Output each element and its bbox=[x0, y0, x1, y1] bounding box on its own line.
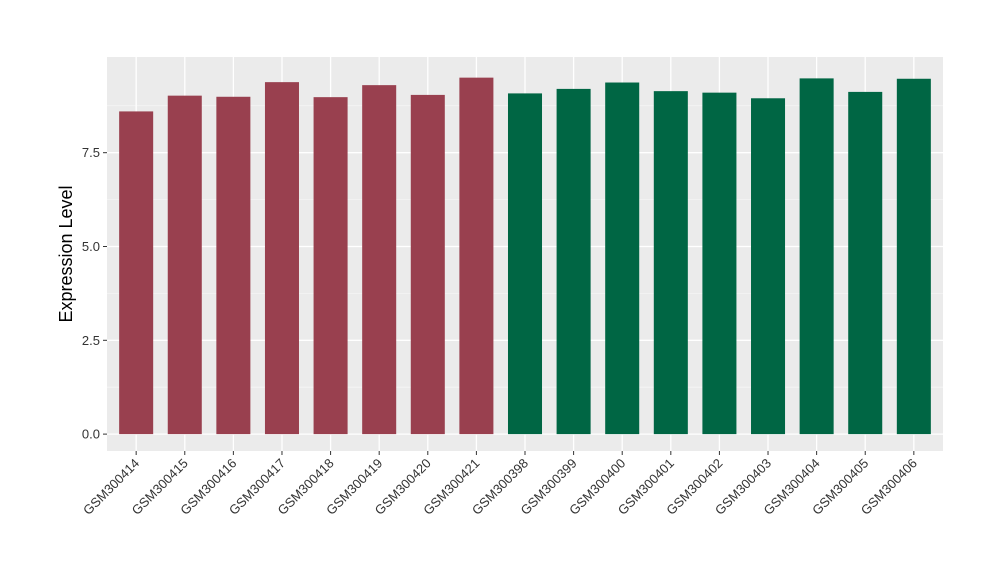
y-tick-label: 0.0 bbox=[82, 427, 100, 442]
bar-GSM300406 bbox=[896, 78, 931, 435]
bar-GSM300398 bbox=[507, 93, 543, 435]
y-axis: 0.0 2.5 5.0 7.5 bbox=[82, 145, 107, 442]
bar-GSM300404 bbox=[799, 78, 834, 435]
bar-GSM300417 bbox=[264, 82, 299, 435]
bar-GSM300401 bbox=[653, 91, 688, 435]
bar-GSM300402 bbox=[702, 92, 737, 435]
bar-GSM300416 bbox=[216, 96, 251, 435]
bars bbox=[119, 77, 931, 435]
bar-GSM300400 bbox=[605, 82, 640, 435]
bar-GSM300420 bbox=[410, 94, 445, 435]
bar-GSM300418 bbox=[313, 97, 348, 435]
bar-GSM300399 bbox=[556, 88, 591, 435]
bar-GSM300405 bbox=[848, 91, 883, 435]
y-tick-label: 2.5 bbox=[82, 333, 100, 348]
bar-GSM300421 bbox=[459, 77, 494, 435]
bar-GSM300403 bbox=[751, 98, 786, 435]
y-tick-label: 7.5 bbox=[82, 145, 100, 160]
bar-GSM300415 bbox=[167, 95, 202, 435]
bar-GSM300419 bbox=[362, 85, 397, 435]
y-tick-label: 5.0 bbox=[82, 239, 100, 254]
bar-GSM300414 bbox=[119, 111, 154, 435]
x-axis: GSM300414GSM300415GSM300416GSM300417GSM3… bbox=[80, 451, 920, 518]
y-axis-title: Expression Level bbox=[56, 185, 76, 322]
